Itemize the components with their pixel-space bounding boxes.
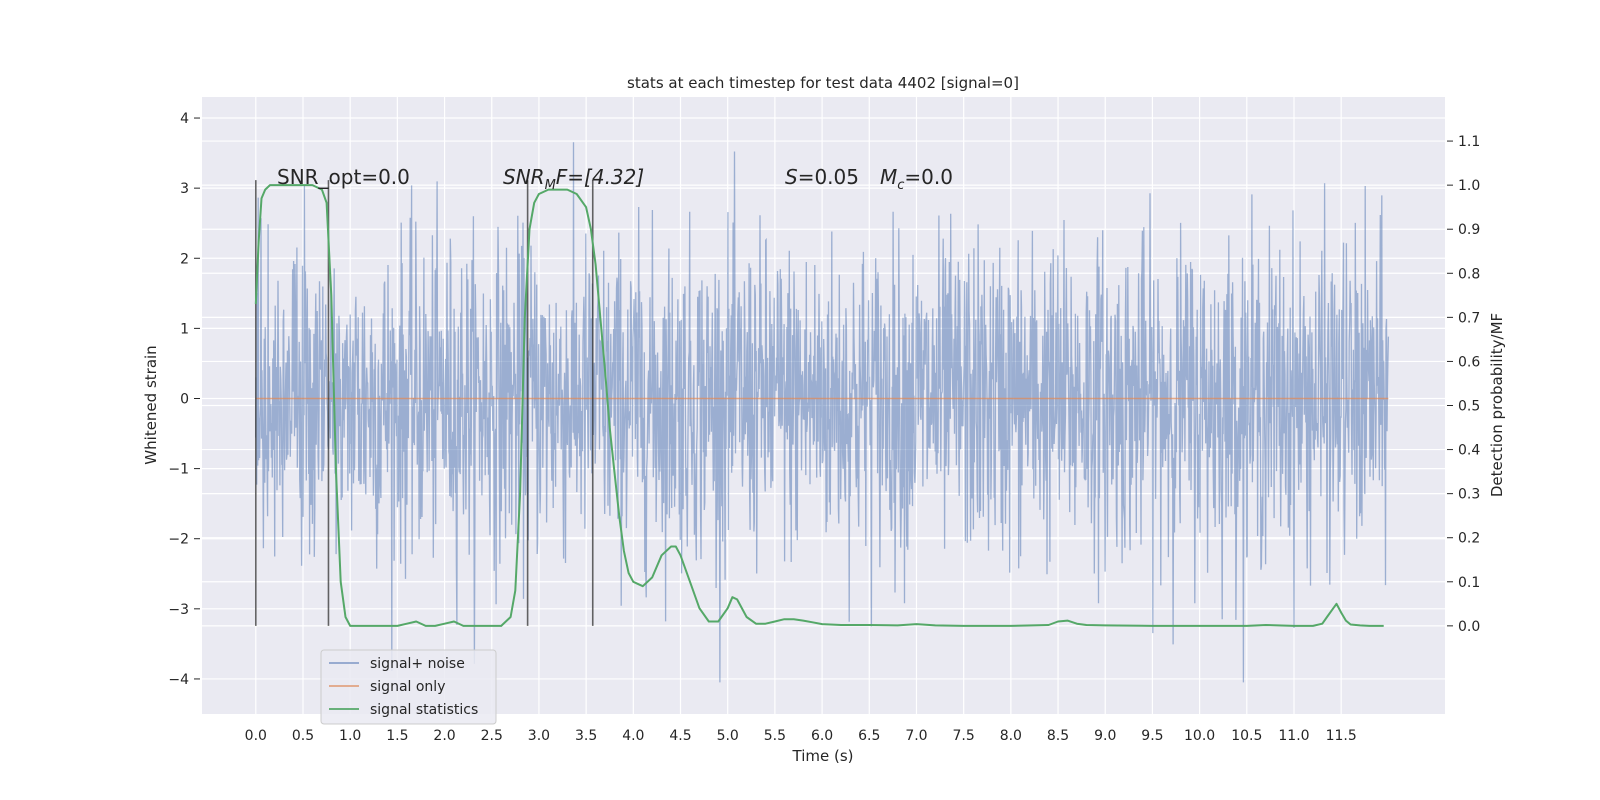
x-tick-label: 8.5 [1047, 728, 1069, 744]
y2-axis-ticks: 1.1 1.0 0.9 0.8 0.7 0.6 0.5 0.4 0.3 0.2 0.1 0.0 [1447, 134, 1480, 635]
y2-tick-label: 0.4 [1458, 443, 1480, 459]
y2-tick-label: 0.2 [1458, 531, 1480, 547]
y2-axis-label: Detection probability/MF [1488, 313, 1506, 497]
y-tick-label: −2 [168, 532, 189, 548]
x-tick-label: 6.5 [858, 728, 880, 744]
annotation-mc-sub: c [897, 178, 904, 193]
annotation-s-value: =0.05 [798, 165, 859, 189]
x-tick-label: 2.0 [433, 728, 455, 744]
annotation-snr-opt: SNR_opt=0.0 [277, 165, 410, 189]
x-tick-label: 3.0 [528, 728, 550, 744]
legend: signal+ noise signal only signal statist… [320, 649, 497, 725]
x-tick-label: 6.0 [811, 728, 833, 744]
y2-tick-label: 1.0 [1458, 178, 1480, 194]
legend-box [320, 649, 497, 725]
y2-tick-label: 0.8 [1458, 266, 1480, 282]
legend-label-signal-only: signal only [370, 679, 445, 695]
x-tick-label: 7.0 [905, 728, 927, 744]
signal-plus-noise-series [255, 142, 1390, 683]
chart-title: stats at each timestep for test data 440… [627, 74, 1019, 92]
signal-statistics-series [254, 184, 1384, 627]
y2-tick-label: 1.1 [1458, 134, 1480, 150]
x-tick-label: 2.5 [481, 728, 503, 744]
legend-label-signal-plus-noise: signal+ noise [370, 656, 465, 672]
y-tick-label: 2 [180, 251, 189, 267]
y2-tick-label: 0.3 [1458, 487, 1480, 503]
y-tick-label: 0 [180, 391, 189, 407]
x-axis-label: Time (s) [792, 747, 854, 765]
x-tick-label: 4.0 [622, 728, 644, 744]
x-tick-label: 11.5 [1326, 728, 1357, 744]
x-axis-ticks: 0.0 0.5 1.0 1.5 2.0 2.5 3.0 3.5 4.0 4.5 5.0 5.5 6.0 6… [245, 728, 1357, 744]
y2-tick-label: 0.5 [1458, 399, 1480, 415]
x-tick-label: 1.0 [339, 728, 361, 744]
y-axis-ticks: 4 3 2 1 0 −1 −2 −3 −4 [168, 111, 200, 688]
x-tick-label: 9.5 [1141, 728, 1163, 744]
y-tick-label: 4 [180, 111, 189, 127]
annotation-mc-label: M [880, 165, 897, 189]
x-tick-label: 5.5 [764, 728, 786, 744]
y2-tick-label: 0.0 [1458, 619, 1480, 635]
x-tick-label: 5.0 [717, 728, 739, 744]
annotation-snr-mf-value: F=[4.32] [556, 165, 644, 189]
x-tick-label: 10.5 [1231, 728, 1262, 744]
x-tick-label: 1.5 [386, 728, 408, 744]
annotation-mc-value: =0.0 [904, 165, 953, 189]
x-tick-label: 8.0 [1000, 728, 1022, 744]
y-tick-label: −1 [168, 462, 189, 478]
y2-tick-label: 0.7 [1458, 310, 1480, 326]
signal-plus-noise-line [255, 142, 1390, 683]
x-tick-label: 4.5 [669, 728, 691, 744]
annotation-snr-mf-label: SNR [503, 165, 545, 189]
annotation-s: S=0.05 [785, 165, 859, 189]
x-tick-label: 3.5 [575, 728, 597, 744]
y-axis-label: Whitened strain [142, 345, 160, 464]
annotation-mc: Mc=0.0 [880, 165, 953, 193]
x-tick-label: 9.0 [1094, 728, 1116, 744]
x-tick-label: 7.5 [953, 728, 975, 744]
y-tick-label: 3 [180, 181, 189, 197]
signal-statistics-line [254, 184, 1384, 627]
annotations: SNR_opt=0.0 SNRMF=[4.32] S=0.05 Mc=0.0 [277, 165, 953, 193]
annotation-snr-mf-sub: M [545, 178, 556, 193]
y2-tick-label: 0.1 [1458, 575, 1480, 591]
x-tick-label: 0.0 [245, 728, 267, 744]
y-tick-label: −3 [168, 602, 189, 618]
annotation-s-label: S [785, 165, 798, 189]
y2-tick-label: 0.6 [1458, 354, 1480, 370]
legend-label-signal-statistics: signal statistics [370, 702, 478, 718]
y-tick-label: −4 [168, 672, 189, 688]
x-tick-label: 11.0 [1278, 728, 1309, 744]
y-tick-label: 1 [180, 321, 189, 337]
x-tick-label: 10.0 [1184, 728, 1215, 744]
y2-tick-label: 0.9 [1458, 222, 1480, 238]
annotation-snr-mf: SNRMF=[4.32] [503, 165, 644, 193]
x-tick-label: 0.5 [292, 728, 314, 744]
